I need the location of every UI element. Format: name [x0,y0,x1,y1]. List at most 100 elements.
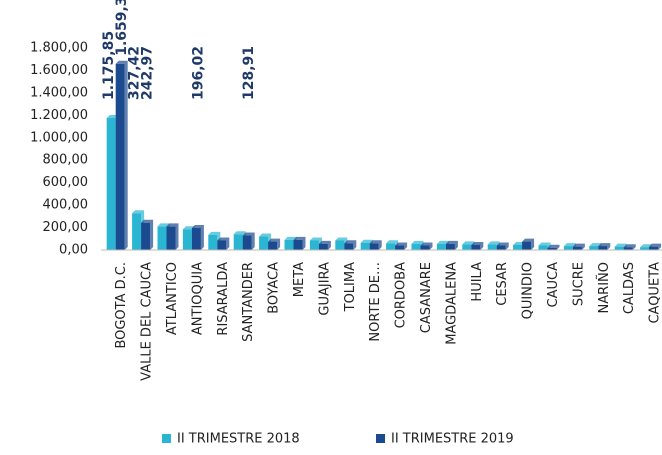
x-tick-label: ATLANTICO [165,262,180,335]
y-tick-label: 1.200,00 [30,108,88,123]
bar [217,240,227,250]
bar [589,246,599,250]
bar [563,246,573,250]
bar [649,246,659,250]
y-tick-label: 1.400,00 [30,85,88,100]
bar [640,247,650,250]
x-tick-label: CAUCA [546,262,561,308]
bar [572,246,582,250]
bar [141,222,151,250]
bar [318,243,328,250]
value-label: 242,97 [140,46,156,100]
bar [386,243,396,250]
bar-depth [369,240,382,250]
value-label: 327,42 [127,46,143,100]
bar [598,246,608,250]
bar-depth [191,225,204,250]
bar-depth [598,243,611,250]
value-label: 128,91 [241,46,257,100]
bar [395,245,405,250]
bar [420,245,430,250]
bar-depth [395,242,408,250]
x-tick-label: SUCRE [571,262,586,306]
bar [623,247,633,250]
bar-depth [445,240,458,250]
value-label: 1.659,30 [114,0,130,56]
bar [360,242,370,250]
bar [547,247,557,250]
bar [242,235,252,250]
bar [259,236,269,250]
bar-depth [115,60,128,250]
legend-label: II TRIMESTRE 2019 [391,432,514,447]
x-tick-label: CALDAS [622,262,637,314]
x-tick-label: CASANARE [419,262,434,333]
bar-depth [547,244,560,250]
bar-depth [141,219,154,250]
value-label: 1.175,85 [101,31,117,100]
y-tick-label: 800,00 [43,153,89,168]
bar-depth [572,243,585,250]
bar [471,244,481,250]
bar [487,244,497,250]
bar-depth [318,240,331,250]
y-tick-label: 400,00 [43,198,89,213]
bar [538,245,548,250]
bar-depth [471,241,484,250]
bar-depth [268,238,281,250]
bar-depth [522,238,535,250]
x-tick-label: SANTANDER [241,262,256,342]
bar [411,243,421,250]
bar [293,239,303,250]
x-tick-label: VALLE DEL CAUCA [140,262,155,381]
bar [106,118,116,250]
x-tick-label: NORTE DE… [368,262,383,342]
x-tick-label: MAGDALENA [444,262,459,345]
bar [369,243,379,250]
bar-depth [217,237,230,250]
bar [309,240,319,250]
bar-depth [420,242,433,250]
x-tick-label: TOLIMA [343,262,358,312]
bar [614,246,624,250]
bar [208,234,218,250]
bar [115,63,125,250]
bar [191,228,201,250]
x-tick-label: ANTIOQUIA [190,262,205,335]
x-tick-label: BOYACA [267,262,282,314]
bar [335,240,345,250]
bar-depth [496,242,509,250]
bar [496,245,506,250]
y-tick-label: 1.000,00 [30,130,88,145]
x-tick-label: RISARALDA [216,262,231,336]
legend-label: II TRIMESTRE 2018 [177,432,300,447]
bar [268,241,278,250]
x-tick-label: QUINDIO [521,262,536,319]
x-tick-label: CORDOBA [394,262,409,329]
x-tick-label: CESAR [495,262,510,306]
x-tick-label: GUAJIRA [317,262,332,316]
x-tick-label: HUILA [470,262,485,302]
value-label: 196,02 [190,46,206,100]
y-tick-label: 1.800,00 [30,41,88,56]
legend-swatch [162,434,171,443]
bar-depth [344,240,357,250]
bar [462,244,472,250]
bar-depth [649,243,662,250]
legend-swatch [376,434,385,443]
bar [344,243,354,250]
bar [513,244,523,250]
bar [445,243,455,250]
bar [436,243,446,250]
x-tick-label: META [292,262,307,297]
y-tick-label: 1.600,00 [30,63,88,78]
bar-depth [166,223,179,250]
bar [522,241,532,250]
y-tick-label: 0,00 [59,243,88,258]
bar [182,229,192,250]
x-tick-label: BOGOTA D.C. [114,262,129,349]
bar-depth [293,236,306,250]
bar [284,239,294,250]
y-tick-label: 200,00 [43,220,89,235]
